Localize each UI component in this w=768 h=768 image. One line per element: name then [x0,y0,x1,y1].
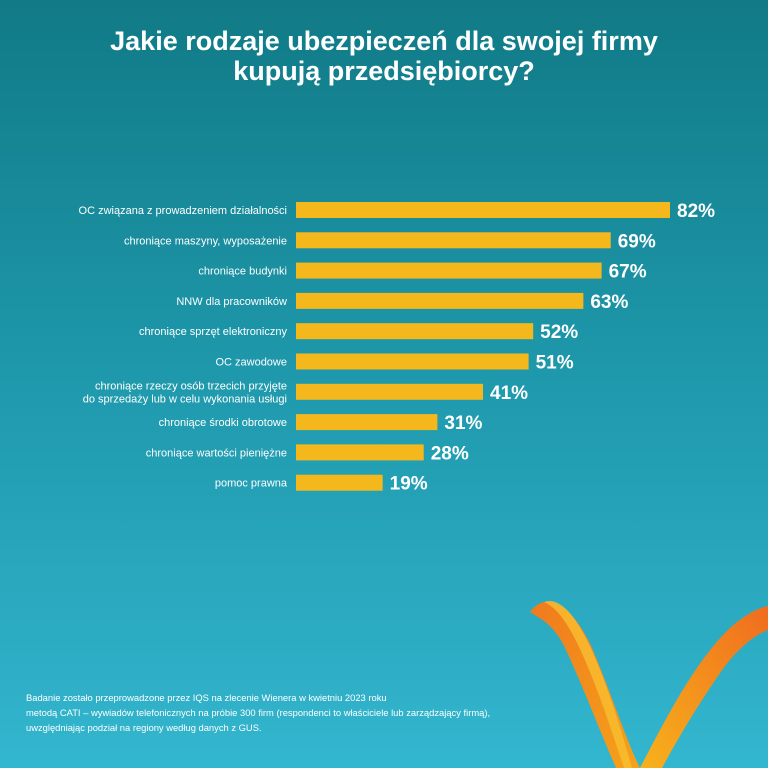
bar-value-label: 28% [431,443,469,464]
bar-category-label-line: do sprzedaży lub w celu wykonania usługi [83,393,287,405]
bar [296,353,529,370]
bar-category-label-line: chroniące rzeczy osób trzecich przyjęte [95,380,287,392]
bar-value-label: 52% [540,322,578,343]
bar-category-label-line: OC zawodowe [215,357,287,369]
bar [296,262,602,279]
bar [296,292,584,309]
bar-value-label: 67% [609,262,647,283]
bar [296,414,438,431]
bar-category-label-line: chroniące budynki [198,266,287,278]
bar-category-label: chroniące wartości pieniężne [146,447,287,459]
bar-category-label-line: chroniące maszyny, wyposażenie [124,235,287,247]
bar-category-label: chroniące maszyny, wyposażenie [124,235,287,247]
bar-category-label: NNW dla pracowników [176,296,287,308]
footnote: Badanie zostało przeprowadzone przez IQS… [26,690,626,735]
bar-category-label-line: chroniące środki obrotowe [159,417,287,429]
bar-category-label: OC zawodowe [215,357,287,369]
footnote-line1: Badanie zostało przeprowadzone przez IQS… [26,692,387,703]
chart-title: Jakie rodzaje ubezpieczeń dla swojej fir… [0,26,768,86]
bar-value-label: 19% [390,474,428,495]
bar-value-label: 82% [677,201,715,222]
footnote-line2: metodą CATI – wywiadów telefonicznych na… [26,707,491,718]
footnote-line3: uwzględniając podział na regiony według … [26,722,262,733]
bar-category-label-line: pomoc prawna [215,478,288,490]
bar-category-label: chroniące budynki [198,266,287,278]
bar-value-label: 63% [590,292,628,313]
bar-category-label: chroniące środki obrotowe [159,417,287,429]
bar-category-label: chroniące sprzęt elektroniczny [139,326,287,338]
bar [296,323,534,340]
bar [296,444,424,461]
bar-category-label: chroniące rzeczy osób trzecich przyjęte d… [83,380,287,405]
bar-value-label: 31% [444,413,482,434]
bar-category-label-line: chroniące wartości pieniężne [146,447,287,459]
bar-category-label-line: chroniące sprzęt elektroniczny [139,326,287,338]
bar [296,474,383,491]
bar-value-label: 51% [536,353,574,374]
chart-title-line1: Jakie rodzaje ubezpieczeń dla swojej fir… [110,26,658,56]
bar [296,383,483,400]
bar-category-label: pomoc prawna [215,478,288,490]
brand-logo-icon [530,600,768,768]
bar-chart: OC związana z prowadzeniem działalności 8… [79,201,715,495]
bar-category-label-line: OC związana z prowadzeniem działalności [79,205,287,217]
chart-title-line2: kupują przedsiębiorcy? [233,56,535,86]
bar-category-label-line: NNW dla pracowników [176,296,287,308]
bar [296,202,670,218]
bar-value-label: 41% [490,383,528,404]
bar [296,232,611,249]
bar-value-label: 69% [618,231,656,252]
bar-category-label: OC związana z prowadzeniem działalności [79,205,287,217]
